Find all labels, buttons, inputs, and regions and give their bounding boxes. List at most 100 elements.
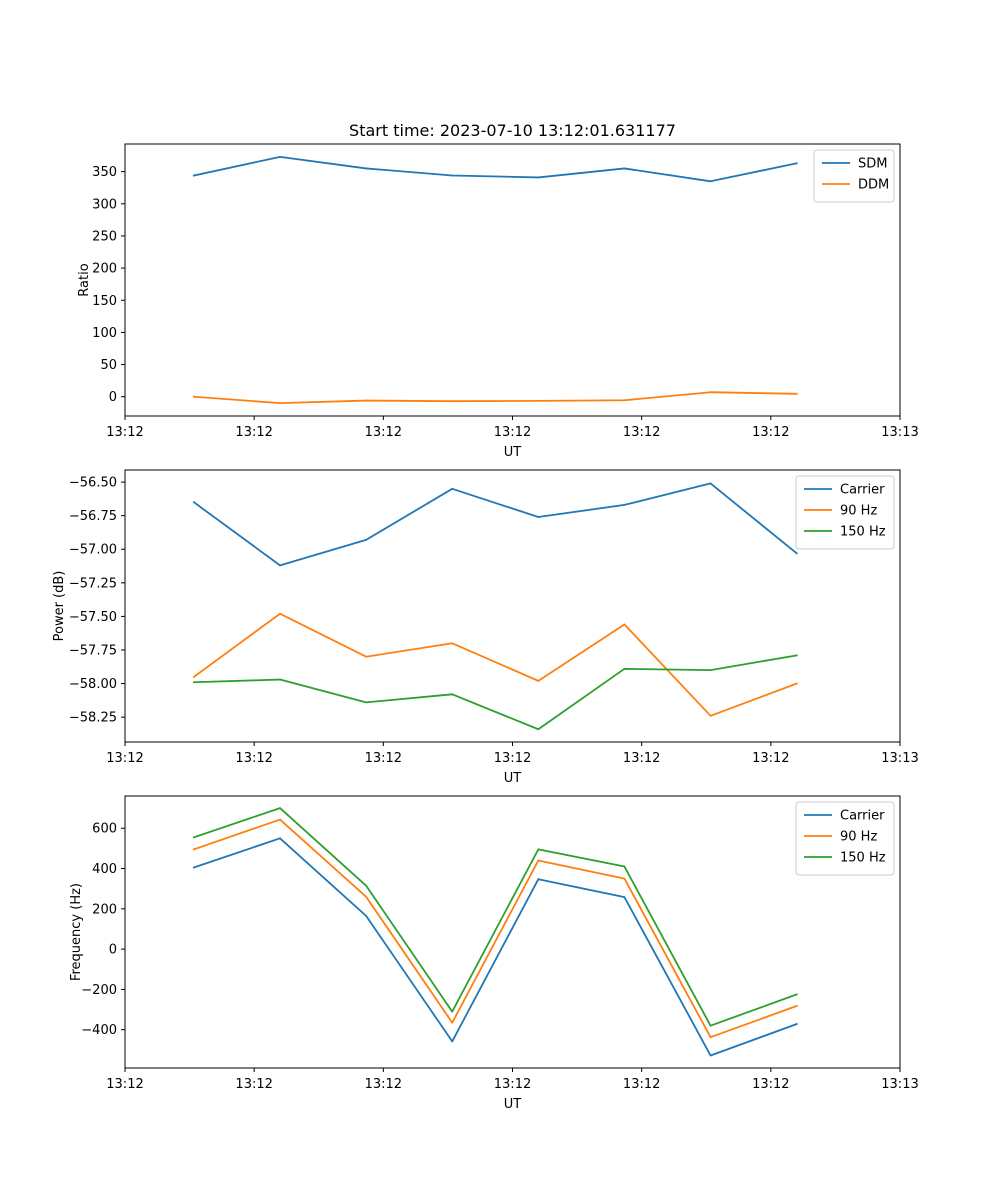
x-axis-label: UT xyxy=(504,1097,522,1112)
data-point xyxy=(795,162,798,165)
data-point xyxy=(537,848,540,851)
x-tick-label: 13:12 xyxy=(623,1077,660,1092)
y-axis-label: Frequency (Hz) xyxy=(69,883,84,981)
data-point xyxy=(365,167,368,170)
data-point xyxy=(795,1023,798,1025)
data-point xyxy=(623,667,626,670)
axes-frame xyxy=(124,469,901,743)
chart-title: Start time: 2023-07-10 13:12:01.631177 xyxy=(349,121,676,140)
y-tick-label: 400 xyxy=(92,862,117,877)
y-tick-label: −56.75 xyxy=(69,509,117,524)
y-tick-label: 200 xyxy=(92,262,117,277)
legend-label: SDM xyxy=(858,157,887,172)
y-tick-label: −58.00 xyxy=(69,677,117,692)
data-point xyxy=(365,914,368,917)
data-point xyxy=(192,866,195,869)
axes-frame xyxy=(124,795,901,1069)
data-point xyxy=(192,681,195,684)
x-tick-label: 13:13 xyxy=(881,425,918,440)
data-point xyxy=(279,807,281,809)
x-tick-label: 13:12 xyxy=(106,425,143,440)
y-tick-label: −400 xyxy=(81,1023,117,1038)
x-tick-label: 13:12 xyxy=(623,425,660,440)
x-axis-label: UT xyxy=(504,445,522,460)
legend-label: Carrier xyxy=(840,483,885,498)
data-point xyxy=(709,669,712,672)
chart-panel-3: 13:12 13:12 13:12 13:12 13:12 13:12 13:13 −400 −… xyxy=(69,795,919,1112)
x-tick-label: 13:12 xyxy=(752,1077,789,1092)
series-line-90-hz xyxy=(192,818,798,1039)
data-point xyxy=(279,402,281,405)
data-point xyxy=(192,395,195,398)
data-point xyxy=(795,552,798,555)
data-point xyxy=(795,654,798,657)
legend-label: 90 Hz xyxy=(840,830,877,845)
axes-frame xyxy=(124,143,901,417)
data-point xyxy=(795,392,798,395)
y-tick-label: 250 xyxy=(92,229,117,244)
y-axis-label: Power (dB) xyxy=(52,571,67,642)
series-line-90-hz xyxy=(192,612,798,717)
data-point xyxy=(365,538,368,541)
data-point xyxy=(192,675,195,678)
data-point xyxy=(537,859,540,862)
data-point xyxy=(795,682,798,685)
data-point xyxy=(537,399,540,402)
data-point xyxy=(451,693,454,696)
y-tick-label: −200 xyxy=(81,983,117,998)
data-point xyxy=(537,679,540,682)
series-line-150-hz xyxy=(192,654,798,731)
data-point xyxy=(795,1005,798,1007)
data-point xyxy=(709,714,712,717)
data-point xyxy=(451,487,454,490)
y-tick-label: −58.25 xyxy=(69,711,117,726)
series-line-carrier xyxy=(192,837,798,1057)
data-point xyxy=(623,623,626,626)
legend-label: 90 Hz xyxy=(840,504,877,519)
data-point xyxy=(451,400,454,403)
data-point xyxy=(451,174,454,177)
y-tick-label: −56.50 xyxy=(69,476,117,491)
data-point xyxy=(709,180,712,183)
x-tick-label: 13:12 xyxy=(752,751,789,766)
series-line-ddm xyxy=(192,391,798,405)
data-point xyxy=(709,482,712,485)
data-point xyxy=(451,642,454,645)
data-point xyxy=(365,701,368,704)
data-point xyxy=(451,1010,454,1013)
y-axis-label: Ratio xyxy=(77,263,92,296)
y-tick-label: 300 xyxy=(92,197,117,212)
legend: Carrier 90 Hz 150 Hz xyxy=(795,475,895,550)
y-tick-label: 0 xyxy=(109,943,117,958)
data-point xyxy=(537,728,540,731)
x-tick-label: 13:12 xyxy=(235,1077,272,1092)
chart-panel-2: 13:12 13:12 13:12 13:12 13:12 13:12 13:13 −58.2… xyxy=(52,469,919,786)
y-tick-label: 200 xyxy=(92,902,117,917)
data-point xyxy=(192,501,195,504)
x-tick-label: 13:12 xyxy=(494,1077,531,1092)
data-point xyxy=(709,1054,712,1057)
y-tick-label: 600 xyxy=(92,822,117,837)
y-tick-label: 100 xyxy=(92,326,117,341)
x-tick-label: 13:12 xyxy=(106,751,143,766)
legend-label: Carrier xyxy=(840,809,885,824)
data-point xyxy=(279,837,281,840)
legend: Carrier 90 Hz 150 Hz xyxy=(795,801,895,876)
data-point xyxy=(365,895,368,898)
chart-panel-1: 13:12 13:12 13:12 13:12 13:12 13:12 13:13 0 50 10… xyxy=(77,121,919,460)
x-tick-label: 13:12 xyxy=(365,1077,402,1092)
y-tick-label: 350 xyxy=(92,165,117,180)
data-point xyxy=(537,176,540,179)
data-point xyxy=(537,878,540,881)
data-point xyxy=(365,399,368,402)
y-tick-label: 50 xyxy=(100,358,117,373)
data-point xyxy=(451,1040,454,1043)
x-tick-label: 13:12 xyxy=(365,751,402,766)
data-point xyxy=(623,877,626,880)
data-point xyxy=(279,818,281,821)
data-point xyxy=(709,1024,712,1027)
x-tick-label: 13:12 xyxy=(494,751,531,766)
legend-label: 150 Hz xyxy=(840,525,886,540)
data-point xyxy=(623,167,626,170)
